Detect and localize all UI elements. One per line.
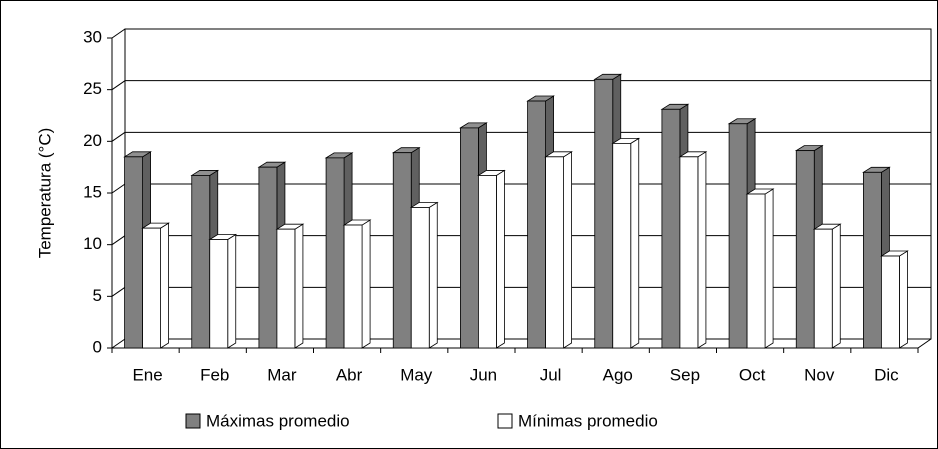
x-tick-label: Sep <box>670 365 700 384</box>
bar <box>124 156 143 349</box>
bar <box>881 255 900 349</box>
y-tick-label: 30 <box>83 27 102 46</box>
bar <box>527 100 546 349</box>
x-tick-label: Feb <box>200 365 229 384</box>
grid-line <box>111 80 126 91</box>
grid-line <box>111 28 126 39</box>
bar <box>258 166 278 349</box>
bar <box>478 175 497 349</box>
y-tick-label: 20 <box>83 131 102 150</box>
x-tick-label: Abr <box>336 365 363 384</box>
bar <box>728 123 748 349</box>
x-tick-label: May <box>400 365 433 384</box>
bar <box>460 127 479 349</box>
x-tick-label: Ene <box>132 365 162 384</box>
grid-line <box>111 131 126 142</box>
bar-side <box>227 233 237 349</box>
bar <box>612 142 632 349</box>
x-tick-label: Oct <box>739 365 766 384</box>
bar-side <box>899 250 908 349</box>
bar <box>142 227 161 349</box>
x-tick-label: Ago <box>603 365 633 384</box>
bar-side <box>831 223 841 349</box>
bar <box>746 193 766 349</box>
x-tick-label: Jul <box>540 365 562 384</box>
bar-side <box>630 137 640 349</box>
bar <box>661 108 681 349</box>
legend-label: Mínimas promedio <box>518 411 658 430</box>
bar <box>813 228 833 349</box>
y-tick-label: 5 <box>93 286 102 305</box>
bar <box>276 228 296 349</box>
bar-side <box>697 151 707 349</box>
grid-line <box>111 286 126 297</box>
x-tick-label: Dic <box>874 365 899 384</box>
bar-side <box>428 201 438 349</box>
y-tick-label: 15 <box>83 182 102 201</box>
bar-side <box>160 222 169 349</box>
y-tick-label: 0 <box>93 337 102 356</box>
y-tick-label: 10 <box>83 234 102 253</box>
bar <box>594 78 614 349</box>
legend-swatch <box>497 413 513 429</box>
y-axis-label: Temperatura (°C) <box>35 128 54 259</box>
bar <box>545 156 564 349</box>
x-tick-label: Mar <box>267 365 297 384</box>
bar <box>863 171 882 349</box>
legend-swatch <box>185 413 201 429</box>
bar-side <box>294 223 304 349</box>
bar <box>392 152 412 349</box>
bar <box>209 239 229 349</box>
y-tick-label: 25 <box>83 79 102 98</box>
bar <box>325 157 345 349</box>
x-tick-label: Jun <box>470 365 497 384</box>
bar <box>679 156 699 349</box>
x-tick-label: Nov <box>804 365 835 384</box>
bar-side <box>563 151 572 349</box>
bar <box>191 175 211 349</box>
bar-side <box>496 169 505 349</box>
bar-side <box>361 219 371 349</box>
legend-label: Máximas promedio <box>206 411 350 430</box>
grid-line <box>111 183 126 194</box>
bar <box>795 150 815 349</box>
bar-side <box>764 188 774 349</box>
grid-line <box>111 338 126 349</box>
bar <box>410 207 430 349</box>
grid-line <box>111 235 126 246</box>
bar <box>343 224 363 349</box>
